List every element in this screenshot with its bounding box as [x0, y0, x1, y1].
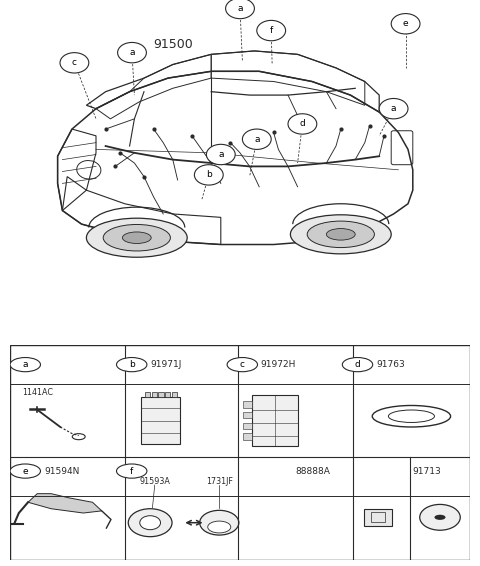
Circle shape: [257, 20, 286, 41]
Text: e: e: [403, 19, 408, 28]
Ellipse shape: [86, 218, 187, 257]
Text: c: c: [72, 58, 77, 67]
Text: f: f: [130, 466, 133, 475]
Circle shape: [342, 358, 372, 372]
Ellipse shape: [420, 504, 460, 530]
Text: 91594N: 91594N: [44, 466, 80, 475]
FancyBboxPatch shape: [364, 509, 392, 526]
FancyBboxPatch shape: [141, 397, 180, 444]
Text: 91593A: 91593A: [139, 477, 170, 486]
Text: 91500: 91500: [154, 38, 193, 50]
Text: 91763: 91763: [376, 360, 405, 369]
Text: b: b: [206, 170, 212, 179]
Text: d: d: [300, 119, 305, 128]
Text: c: c: [240, 360, 245, 369]
FancyBboxPatch shape: [243, 412, 252, 418]
Circle shape: [10, 358, 40, 372]
Ellipse shape: [208, 521, 231, 533]
Text: a: a: [237, 4, 243, 13]
FancyBboxPatch shape: [172, 392, 177, 397]
Circle shape: [242, 129, 271, 149]
Ellipse shape: [290, 215, 391, 254]
Ellipse shape: [103, 225, 170, 251]
FancyBboxPatch shape: [152, 392, 156, 397]
Circle shape: [194, 165, 223, 185]
Text: a: a: [23, 360, 28, 369]
Text: f: f: [270, 26, 273, 35]
Polygon shape: [28, 494, 102, 513]
Text: a: a: [254, 135, 260, 144]
Circle shape: [60, 53, 89, 73]
Text: 1141AC: 1141AC: [23, 388, 53, 397]
Text: a: a: [129, 48, 135, 57]
FancyBboxPatch shape: [243, 401, 252, 408]
FancyBboxPatch shape: [158, 392, 164, 397]
Ellipse shape: [140, 516, 160, 530]
Text: 91971J: 91971J: [150, 360, 181, 369]
FancyBboxPatch shape: [243, 423, 252, 429]
Text: e: e: [23, 466, 28, 475]
Ellipse shape: [200, 511, 239, 535]
Text: 88888A: 88888A: [295, 466, 330, 475]
Circle shape: [117, 358, 147, 372]
Circle shape: [227, 358, 257, 372]
FancyBboxPatch shape: [165, 392, 170, 397]
Text: a: a: [391, 104, 396, 113]
Text: 91972H: 91972H: [261, 360, 296, 369]
Ellipse shape: [128, 509, 172, 537]
Ellipse shape: [307, 221, 374, 247]
FancyBboxPatch shape: [144, 392, 150, 397]
Circle shape: [288, 114, 317, 134]
Circle shape: [206, 144, 235, 165]
FancyBboxPatch shape: [243, 434, 252, 440]
Ellipse shape: [122, 232, 151, 243]
Ellipse shape: [372, 405, 451, 427]
Circle shape: [379, 98, 408, 119]
Text: b: b: [129, 360, 134, 369]
Circle shape: [434, 514, 445, 520]
Circle shape: [391, 14, 420, 34]
Circle shape: [10, 464, 40, 478]
Text: 91713: 91713: [413, 466, 442, 475]
Circle shape: [118, 42, 146, 63]
FancyBboxPatch shape: [252, 395, 298, 447]
Text: a: a: [218, 150, 224, 159]
Circle shape: [226, 0, 254, 19]
Text: 1731JF: 1731JF: [206, 477, 233, 486]
Circle shape: [117, 464, 147, 478]
Ellipse shape: [326, 229, 355, 240]
Text: d: d: [355, 360, 360, 369]
